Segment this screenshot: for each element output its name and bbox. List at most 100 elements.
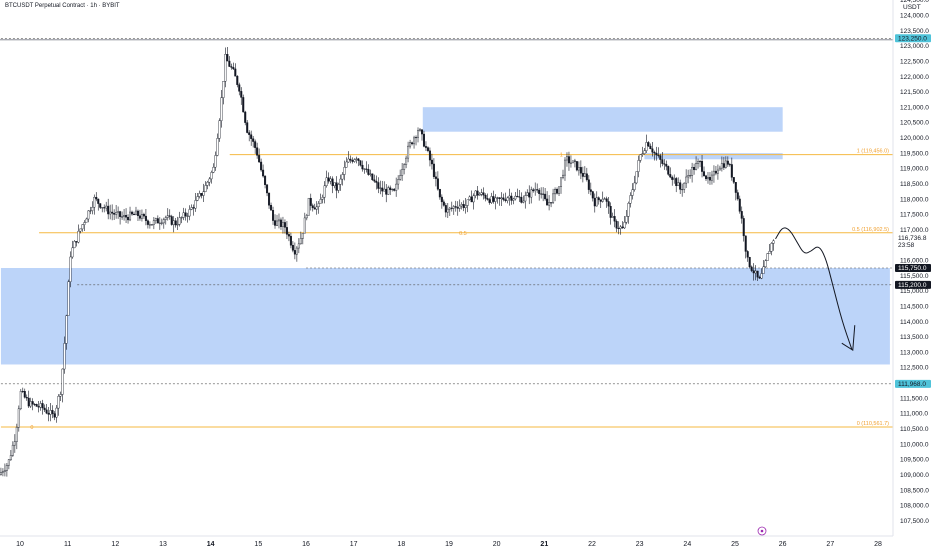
candle[interactable]	[675, 176, 678, 193]
candle[interactable]	[333, 182, 336, 189]
candle[interactable]	[13, 434, 16, 453]
candle[interactable]	[613, 209, 616, 228]
candle[interactable]	[224, 47, 227, 88]
candle[interactable]	[274, 214, 277, 229]
level-115200-badge[interactable]: 115,200.0	[895, 280, 931, 289]
candle[interactable]	[563, 157, 566, 181]
candle[interactable]	[311, 203, 314, 212]
candle[interactable]	[560, 177, 563, 194]
candle[interactable]	[51, 405, 54, 419]
candle[interactable]	[542, 187, 545, 202]
candle[interactable]	[734, 181, 737, 201]
candle[interactable]	[337, 182, 340, 194]
candle[interactable]	[458, 199, 461, 212]
candle[interactable]	[496, 196, 499, 204]
candle[interactable]	[176, 216, 179, 230]
candle[interactable]	[730, 157, 733, 181]
candle[interactable]	[718, 165, 721, 171]
candle[interactable]	[305, 213, 308, 221]
candle[interactable]	[667, 165, 670, 176]
candle[interactable]	[170, 214, 173, 226]
candle[interactable]	[605, 196, 608, 208]
candle[interactable]	[101, 207, 104, 213]
candle[interactable]	[722, 156, 725, 170]
candle[interactable]	[415, 135, 418, 146]
candle[interactable]	[591, 190, 594, 202]
candle[interactable]	[79, 228, 82, 234]
candle[interactable]	[250, 130, 253, 146]
candle[interactable]	[462, 200, 465, 212]
candle[interactable]	[379, 180, 382, 195]
candle[interactable]	[142, 212, 145, 219]
candle[interactable]	[748, 256, 751, 269]
candle[interactable]	[377, 177, 380, 194]
candle[interactable]	[327, 172, 330, 184]
candle[interactable]	[47, 407, 50, 422]
candle[interactable]	[552, 188, 555, 204]
candle[interactable]	[627, 201, 630, 224]
candle[interactable]	[440, 194, 443, 209]
candle[interactable]	[772, 239, 775, 251]
candle[interactable]	[556, 187, 559, 195]
candle[interactable]	[407, 141, 410, 163]
candle[interactable]	[526, 189, 529, 197]
candle[interactable]	[264, 175, 267, 189]
candle[interactable]	[520, 192, 523, 204]
candle[interactable]	[645, 134, 648, 153]
candle[interactable]	[740, 206, 743, 224]
candle[interactable]	[482, 187, 485, 200]
candle[interactable]	[500, 192, 503, 207]
candle[interactable]	[746, 250, 749, 262]
candle[interactable]	[117, 206, 120, 219]
candle[interactable]	[438, 188, 441, 200]
candle[interactable]	[442, 199, 445, 207]
candle[interactable]	[5, 462, 8, 477]
candle[interactable]	[202, 183, 205, 202]
candle[interactable]	[569, 155, 572, 168]
candle[interactable]	[534, 182, 537, 196]
candle[interactable]	[488, 197, 491, 205]
candle[interactable]	[716, 164, 719, 180]
candle[interactable]	[299, 231, 302, 245]
candle[interactable]	[325, 170, 328, 188]
candle[interactable]	[661, 152, 664, 167]
candle[interactable]	[732, 177, 735, 184]
candle[interactable]	[744, 235, 747, 259]
candle[interactable]	[192, 204, 195, 216]
candle[interactable]	[252, 135, 255, 148]
candle[interactable]	[87, 210, 90, 223]
candle[interactable]	[158, 217, 161, 230]
candle[interactable]	[611, 212, 614, 218]
candle[interactable]	[146, 219, 149, 229]
candle[interactable]	[419, 128, 422, 132]
candle[interactable]	[17, 405, 20, 432]
candle[interactable]	[512, 197, 515, 205]
candle[interactable]	[762, 260, 765, 274]
candle[interactable]	[728, 162, 731, 167]
candle[interactable]	[355, 156, 358, 164]
candle[interactable]	[639, 154, 642, 163]
candle[interactable]	[246, 120, 249, 134]
candle[interactable]	[593, 193, 596, 213]
candle[interactable]	[133, 211, 136, 216]
candle[interactable]	[476, 185, 479, 200]
candle[interactable]	[353, 158, 356, 163]
candle[interactable]	[9, 450, 12, 461]
candle[interactable]	[685, 169, 688, 189]
candle[interactable]	[558, 186, 561, 197]
candle[interactable]	[184, 208, 187, 221]
candle[interactable]	[726, 156, 729, 167]
candle[interactable]	[504, 192, 507, 203]
candle[interactable]	[277, 213, 280, 229]
candle[interactable]	[283, 219, 286, 234]
candle[interactable]	[236, 75, 239, 88]
candle[interactable]	[69, 251, 72, 288]
candle[interactable]	[35, 403, 38, 407]
candle[interactable]	[67, 279, 70, 316]
candle[interactable]	[162, 217, 165, 229]
candle[interactable]	[444, 202, 447, 218]
candle[interactable]	[659, 153, 662, 168]
candle[interactable]	[329, 176, 332, 185]
candle[interactable]	[530, 186, 533, 204]
candle[interactable]	[426, 146, 429, 153]
